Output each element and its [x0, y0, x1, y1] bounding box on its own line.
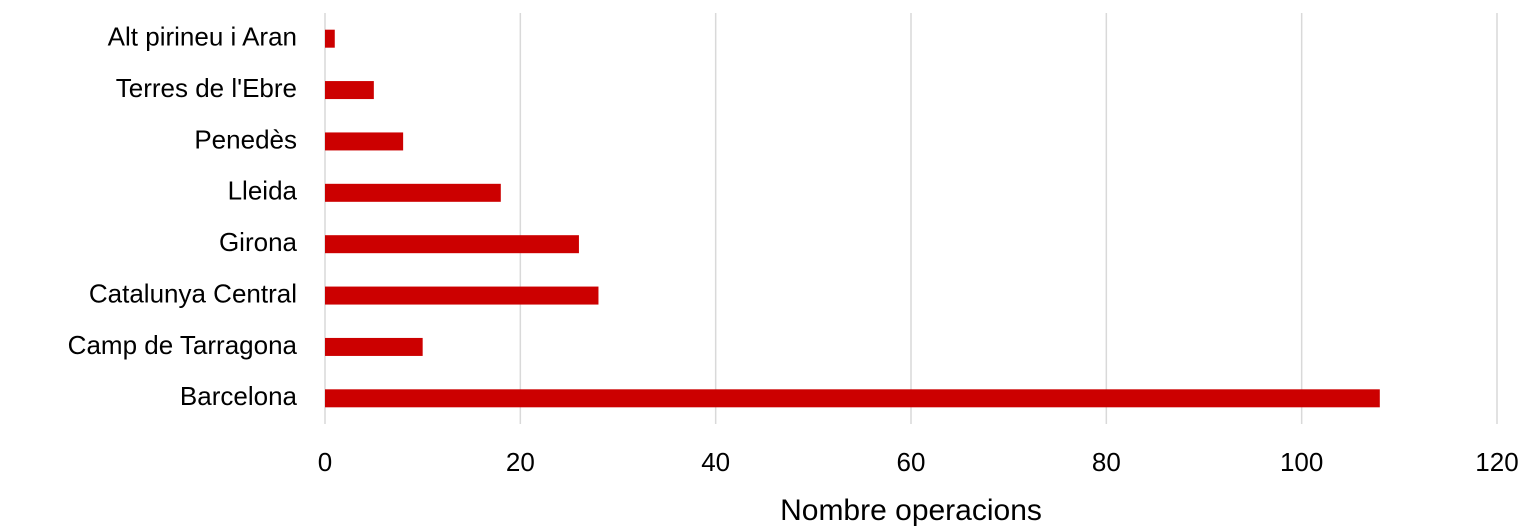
y-tick-label: Barcelona — [180, 381, 298, 411]
x-tick-label: 0 — [318, 447, 332, 477]
y-tick-label: Penedès — [194, 124, 297, 154]
x-tick-label: 20 — [506, 447, 535, 477]
x-axis-title: Nombre operacions — [780, 494, 1042, 526]
bar — [325, 286, 599, 305]
y-tick-label: Camp de Tarragona — [68, 330, 298, 360]
x-tick-label: 40 — [701, 447, 730, 477]
bar — [325, 29, 335, 48]
y-tick-label: Alt pirineu i Aran — [108, 22, 297, 52]
x-tick-label: 120 — [1475, 447, 1518, 477]
y-tick-label: Catalunya Central — [89, 278, 297, 308]
bar — [325, 183, 501, 202]
x-tick-label: 80 — [1092, 447, 1121, 477]
y-tick-label: Girona — [219, 227, 298, 257]
bar — [325, 389, 1380, 408]
y-tick-label: Terres de l'Ebre — [116, 73, 297, 103]
x-tick-label: 100 — [1280, 447, 1323, 477]
x-tick-label: 60 — [897, 447, 926, 477]
bar — [325, 132, 404, 151]
y-tick-label: Lleida — [228, 176, 298, 206]
bar — [325, 337, 423, 356]
bar — [325, 81, 374, 100]
bar — [325, 235, 579, 254]
